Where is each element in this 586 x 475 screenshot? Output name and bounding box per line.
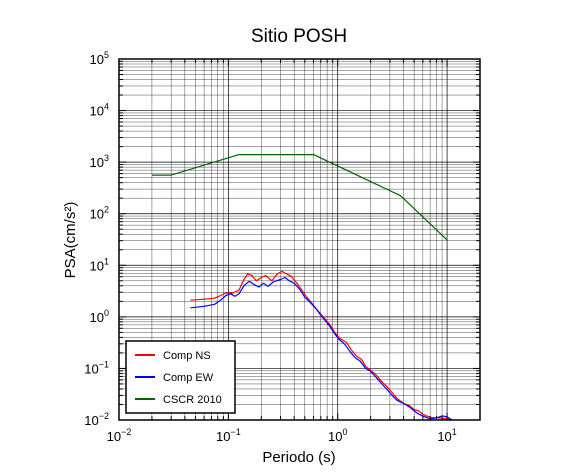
axis-ticks: 10−2 10−1 100 101 10−2 10−1 100 101 102 103 104 105 <box>84 50 481 444</box>
plot-frame <box>118 58 481 421</box>
legend-label: Comp NS <box>163 350 211 362</box>
series-line-2 <box>151 154 448 241</box>
y-tick-label: 10−2 <box>84 411 109 428</box>
y-axis-label: PSA(cm/s²) <box>62 202 79 279</box>
y-tick-label: 104 <box>90 102 109 119</box>
x-tick-label: 10−2 <box>107 427 132 444</box>
y-tick-label: 102 <box>90 205 109 222</box>
legend-label: CSCR 2010 <box>163 394 222 406</box>
x-axis-label: Periodo (s) <box>262 449 335 466</box>
series-lines <box>151 154 452 421</box>
x-tick-label: 100 <box>328 427 347 444</box>
x-tick-label: 101 <box>437 427 456 444</box>
y-tick-label: 103 <box>90 153 109 170</box>
legend: Comp NS Comp EW CSCR 2010 <box>125 340 236 414</box>
legend-label: Comp EW <box>163 372 214 384</box>
y-tick-label: 101 <box>90 256 109 273</box>
y-tick-label: 10−1 <box>84 359 109 376</box>
grid <box>118 58 481 421</box>
series-line-0 <box>190 270 452 421</box>
x-tick-label: 10−1 <box>216 427 241 444</box>
series-line-1 <box>190 276 452 421</box>
chart-title: Sitio POSH <box>251 26 347 47</box>
y-tick-label: 105 <box>90 50 109 67</box>
y-tick-label: 100 <box>90 308 109 325</box>
